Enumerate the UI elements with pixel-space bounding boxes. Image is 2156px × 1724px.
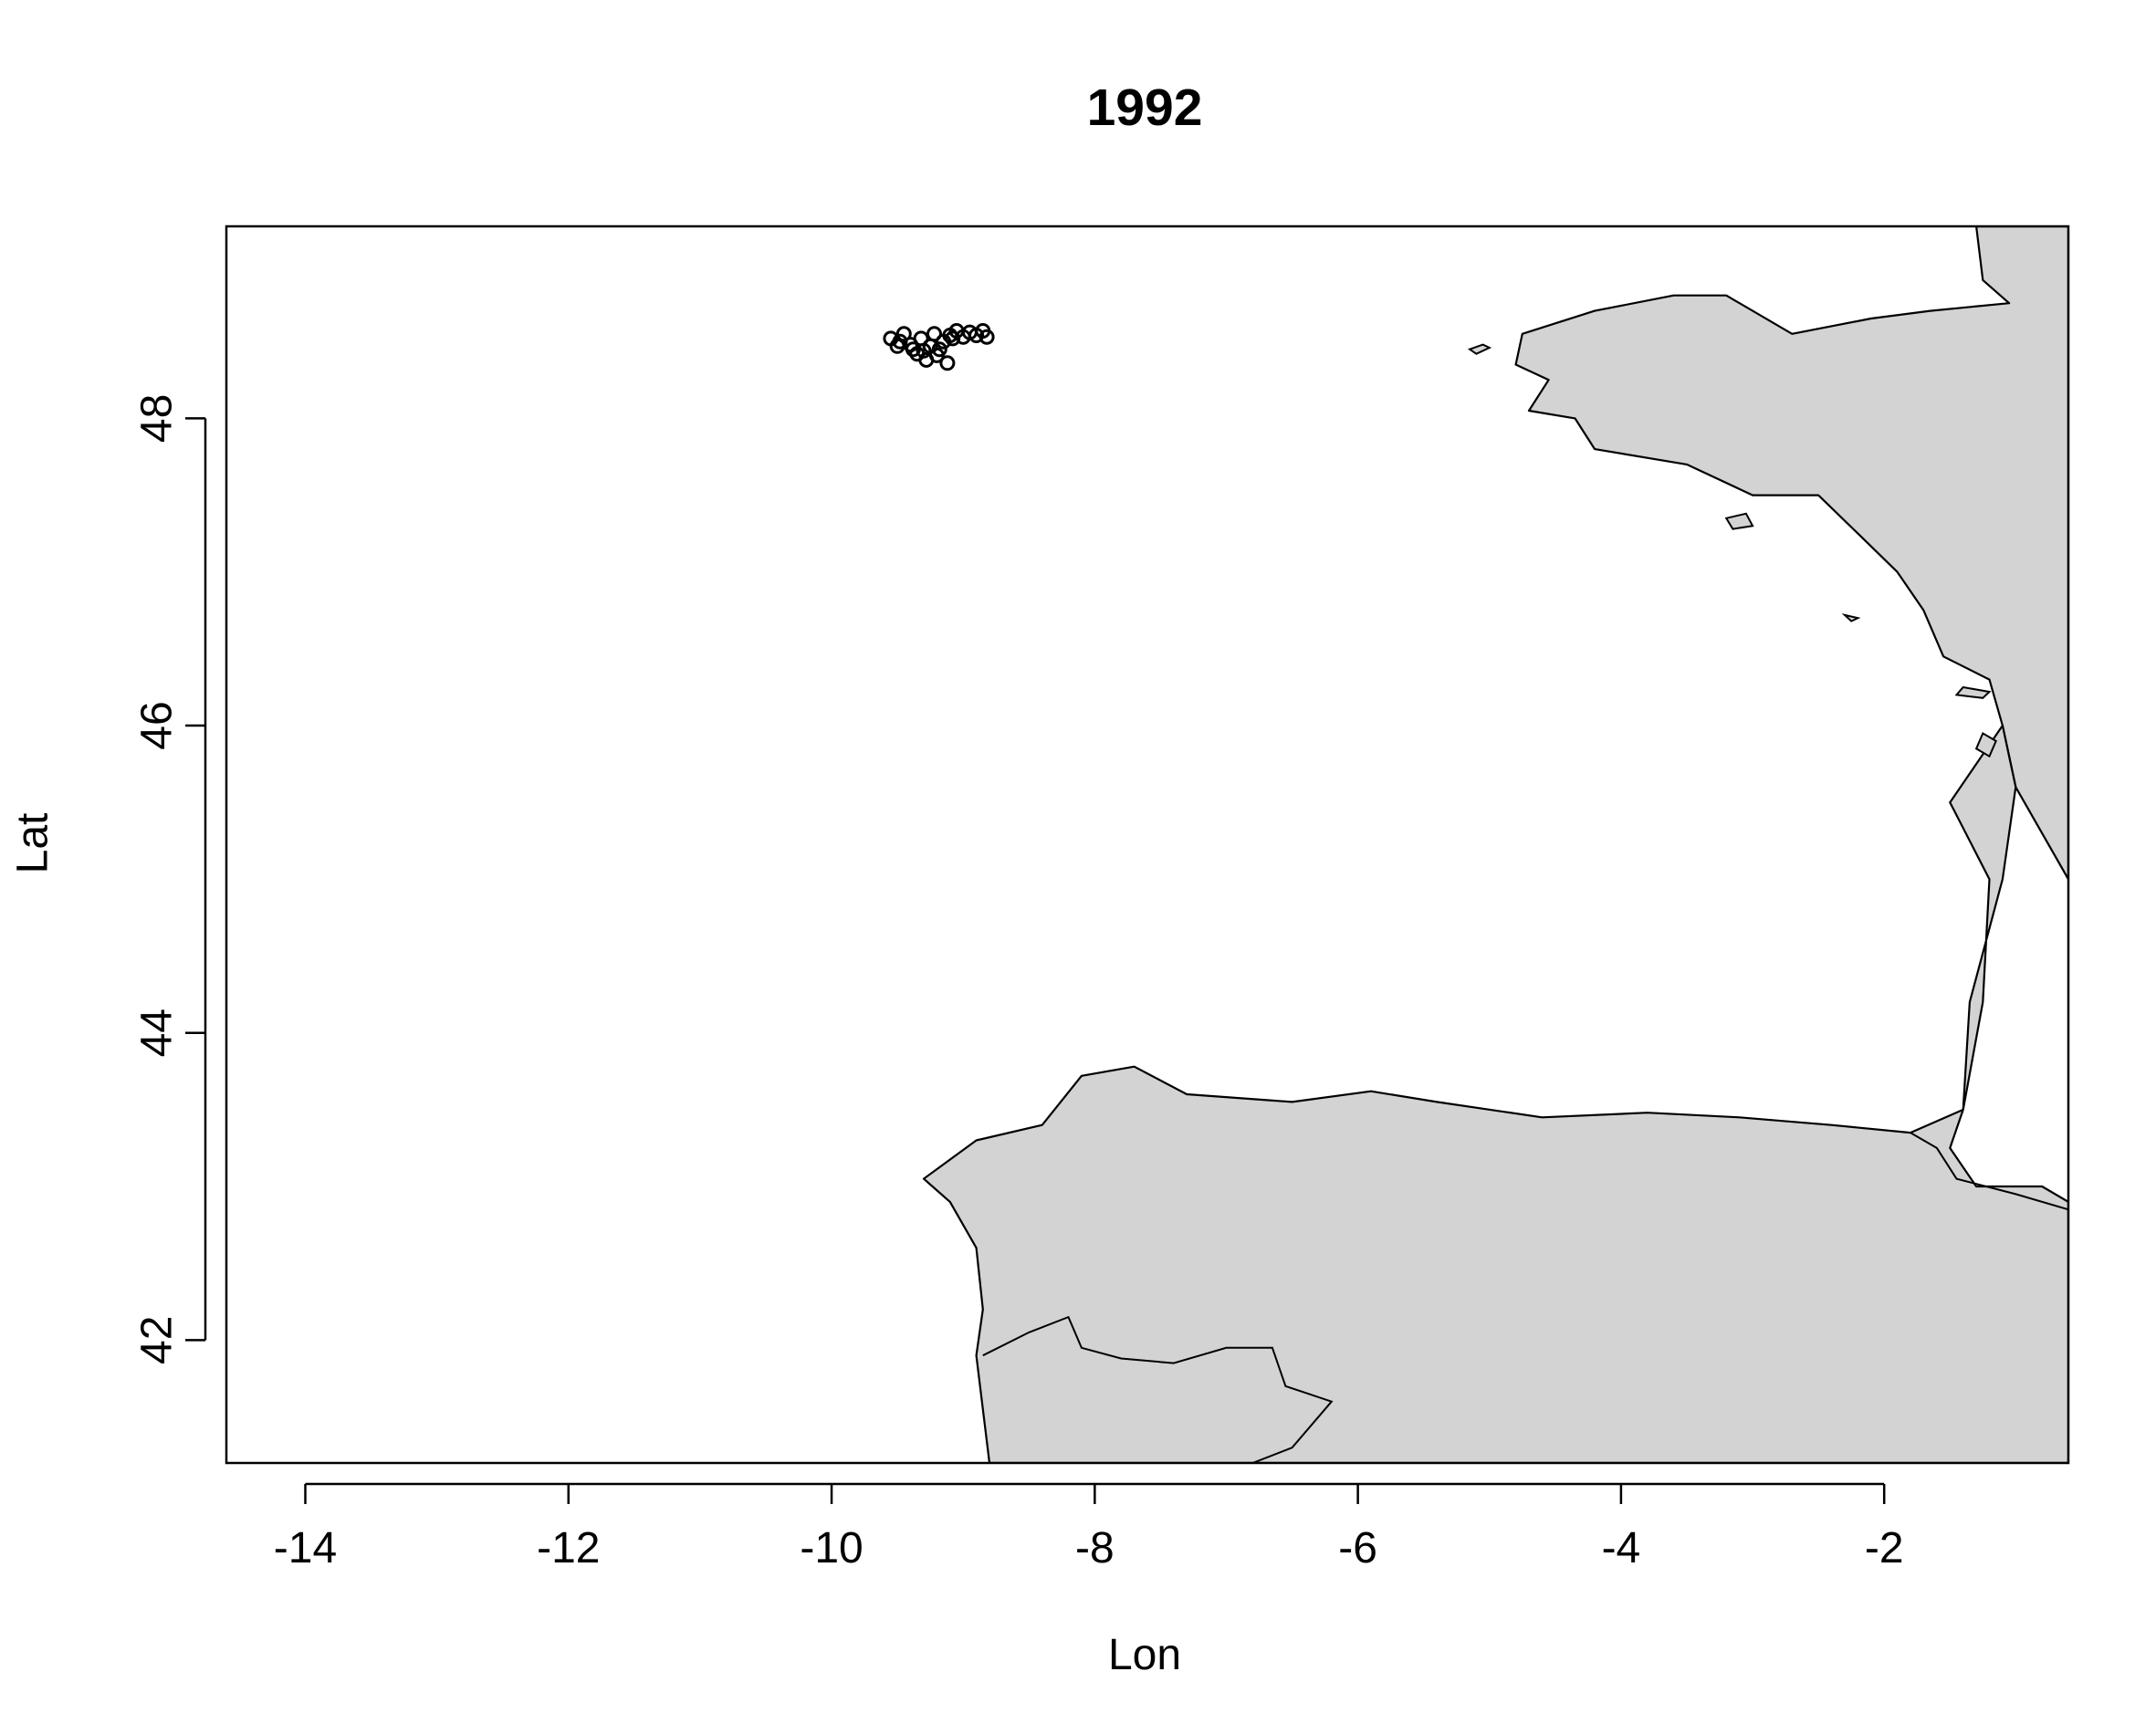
x-tick-label: -2 — [1865, 1524, 1904, 1572]
x-tick-label: -10 — [800, 1524, 863, 1572]
plot-title: 1992 — [1086, 78, 1203, 137]
x-tick-label: -12 — [537, 1524, 600, 1572]
island — [1724, 512, 1754, 530]
y-tick-label: 46 — [133, 701, 182, 749]
island — [1841, 613, 1861, 622]
data-point — [895, 326, 912, 342]
y-tick-label: 42 — [133, 1316, 182, 1364]
data-point — [979, 329, 995, 345]
data-point — [939, 355, 956, 371]
y-tick-label: 44 — [132, 1008, 181, 1057]
island — [1954, 685, 1992, 699]
x-tick-label: -6 — [1338, 1524, 1377, 1572]
island — [1974, 732, 1997, 758]
y-tick-label: 48 — [133, 394, 182, 443]
island — [1467, 343, 1492, 355]
y-axis: 42 44 46 48 — [132, 394, 207, 1364]
x-tick-label: -4 — [1602, 1524, 1641, 1572]
border-layer — [982, 1132, 2068, 1463]
land-iberia-gascony — [922, 724, 2068, 1463]
data-point — [892, 333, 908, 350]
x-axis-label: Lon — [1107, 1631, 1182, 1679]
data-point — [945, 330, 961, 347]
data-point — [931, 341, 947, 358]
x-tick-label: -14 — [274, 1524, 337, 1572]
x-axis: -14 -12 -10 -8 -6 -4 -2 — [274, 1482, 1904, 1572]
country-border — [1910, 1132, 2068, 1211]
data-point — [926, 326, 942, 342]
data-point — [916, 342, 932, 359]
island-layer — [1467, 343, 1997, 758]
land-layer — [922, 226, 2068, 1463]
land-brittany-france — [1514, 226, 2068, 881]
country-border — [982, 1315, 1334, 1463]
data-point — [905, 341, 921, 358]
x-tick-label: -8 — [1075, 1524, 1115, 1572]
plot-frame — [225, 225, 2070, 1465]
point-layer — [883, 323, 995, 371]
